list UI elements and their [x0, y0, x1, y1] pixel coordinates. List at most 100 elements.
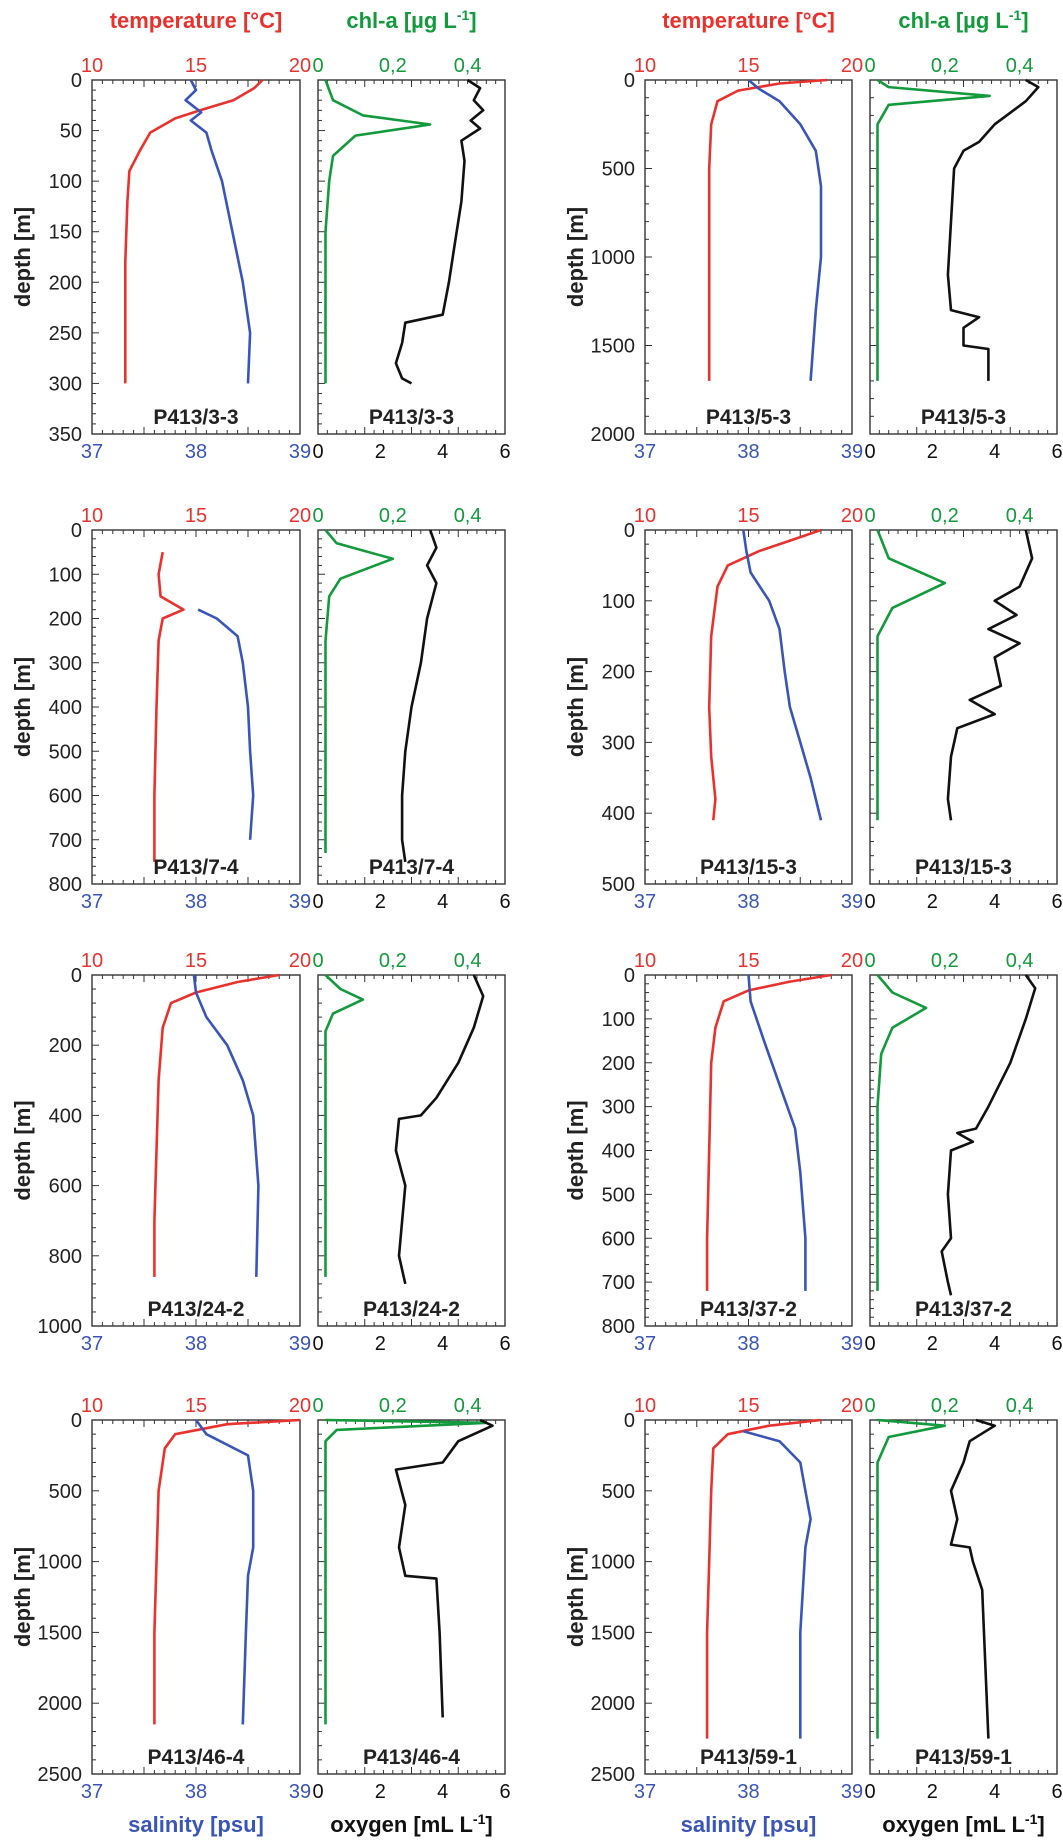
- temperature-line: [153, 1418, 301, 1725]
- station-label: P413/7-4: [153, 856, 239, 879]
- depth-tick-label: 250: [49, 323, 82, 345]
- bottom-tick-label: 39: [841, 1781, 863, 1803]
- top-tick-label: 0,2: [379, 1395, 407, 1417]
- depth-tick-label: 200: [49, 1035, 82, 1057]
- bottom-tick-label: 39: [841, 891, 863, 913]
- top-tick-label: 15: [185, 1395, 207, 1417]
- oxygen-line: [946, 529, 1034, 821]
- left-panel-temp-salinity-frame: [91, 974, 301, 1327]
- top-tick-label: 0,2: [931, 505, 959, 527]
- oxygen-line: [940, 974, 1037, 1296]
- oxygen-line: [394, 78, 485, 385]
- bottom-tick-label: 39: [289, 891, 311, 913]
- top-tick-label: 10: [81, 55, 103, 77]
- bottom-tick-label: 39: [289, 1333, 311, 1355]
- oxygen-axis-title: oxygen [mL L-1]: [882, 1811, 1044, 1837]
- bottom-tick-label: 38: [185, 1781, 207, 1803]
- station-label: P413/37-2: [700, 1298, 797, 1321]
- bottom-tick-label: 37: [634, 891, 656, 913]
- top-tick-label: 15: [185, 505, 207, 527]
- bottom-tick-label: 4: [989, 1781, 1000, 1803]
- depth-tick-label: 500: [49, 741, 82, 763]
- depth-tick-label: 1000: [38, 1316, 83, 1338]
- top-tick-label: 0,4: [454, 1395, 482, 1417]
- left-panel-temp-salinity-frame: [91, 79, 301, 435]
- depth-tick-label: 0: [71, 1410, 82, 1432]
- right-panel-chla-oxygen-frame: [869, 974, 1058, 1327]
- depth-tick-label: 100: [49, 171, 82, 193]
- depth-tick-label: 0: [624, 1410, 635, 1432]
- bottom-tick-label: 37: [634, 441, 656, 463]
- chl-a-line: [324, 974, 365, 1277]
- top-tick-label: 20: [289, 950, 311, 972]
- depth-tick-label: 300: [49, 653, 82, 675]
- depth-tick-label: 0: [624, 965, 635, 987]
- bottom-tick-label: 4: [437, 1333, 448, 1355]
- depth-tick-label: 600: [49, 786, 82, 808]
- depth-tick-label: 2500: [38, 1764, 83, 1786]
- right-panel-chla-oxygen-frame: [317, 79, 506, 435]
- bottom-tick-label: 0: [864, 891, 875, 913]
- left-panel-temp-salinity-frame: [644, 529, 853, 885]
- depth-axis-label: depth [m]: [10, 657, 35, 757]
- top-tick-label: 0,4: [1006, 505, 1034, 527]
- salinity-line: [197, 608, 255, 840]
- right-panel-chla-oxygen: 0 0,2 0,4 0 2 4 6 P413/59-1: [864, 1395, 1062, 1803]
- oxygen-line: [394, 1418, 494, 1718]
- depth-tick-label: 1000: [591, 247, 636, 269]
- salinity-axis-title: salinity [psu]: [128, 1812, 264, 1837]
- right-panel-chla-oxygen-frame: [869, 1419, 1058, 1775]
- oxygen-axis-title: oxygen [mL L-1]: [330, 1811, 492, 1837]
- depth-tick-label: 600: [49, 1176, 82, 1198]
- top-tick-label: 0,2: [379, 55, 407, 77]
- depth-tick-label: 700: [49, 830, 82, 852]
- left-panel-temp-salinity: 10 15 20 37 38 39 P413/46-4: [81, 1395, 311, 1803]
- top-tick-label: 15: [737, 1395, 759, 1417]
- bottom-tick-label: 0: [312, 1333, 323, 1355]
- right-panel-chla-oxygen-frame: [317, 1419, 506, 1775]
- depth-tick-label: 200: [49, 609, 82, 631]
- bottom-tick-label: 38: [185, 1333, 207, 1355]
- top-tick-label: 20: [289, 55, 311, 77]
- depth-tick-label: 1500: [591, 1622, 636, 1644]
- salinity-line: [747, 974, 807, 1291]
- salinity-axis-title: salinity [psu]: [681, 1812, 817, 1837]
- top-tick-label: 15: [185, 55, 207, 77]
- top-tick-label: 10: [81, 950, 103, 972]
- left-panel-temp-salinity: 10 15 20 37 38 39 P413/3-3: [81, 55, 311, 463]
- depth-tick-label: 600: [602, 1228, 635, 1250]
- top-tick-label: 10: [634, 1395, 656, 1417]
- depth-tick-label: 0: [624, 520, 635, 542]
- salinity-line: [742, 529, 823, 821]
- bottom-tick-label: 2: [927, 1781, 938, 1803]
- depth-tick-label: 2500: [591, 1764, 636, 1786]
- top-tick-label: 0,2: [931, 950, 959, 972]
- bottom-tick-label: 38: [737, 441, 759, 463]
- right-panel-chla-oxygen-frame: [869, 529, 1058, 885]
- depth-tick-label: 1000: [38, 1552, 83, 1574]
- depth-tick-label: 50: [60, 121, 82, 143]
- depth-tick-label: 500: [602, 1184, 635, 1206]
- depth-axis-label: depth [m]: [563, 657, 588, 757]
- bottom-tick-label: 0: [864, 1333, 875, 1355]
- depth-axis-label: depth [m]: [10, 1547, 35, 1647]
- top-tick-label: 10: [81, 1395, 103, 1417]
- chl-a-line: [324, 79, 432, 384]
- bottom-tick-label: 0: [312, 441, 323, 463]
- oxygen-line: [394, 974, 485, 1285]
- oxygen-line: [946, 78, 1040, 381]
- temperature-line: [707, 78, 828, 381]
- bottom-tick-label: 6: [499, 1333, 510, 1355]
- top-tick-label: 20: [841, 55, 863, 77]
- bottom-tick-label: 4: [437, 441, 448, 463]
- temperature-line: [705, 973, 832, 1291]
- chl-a-line: [876, 529, 947, 821]
- depth-tick-label: 700: [602, 1272, 635, 1294]
- depth-tick-label: 200: [49, 272, 82, 294]
- left-panel-temp-salinity-frame: [91, 529, 301, 885]
- top-tick-label: 0,4: [1006, 55, 1034, 77]
- station-label: P413/59-1: [700, 1746, 797, 1769]
